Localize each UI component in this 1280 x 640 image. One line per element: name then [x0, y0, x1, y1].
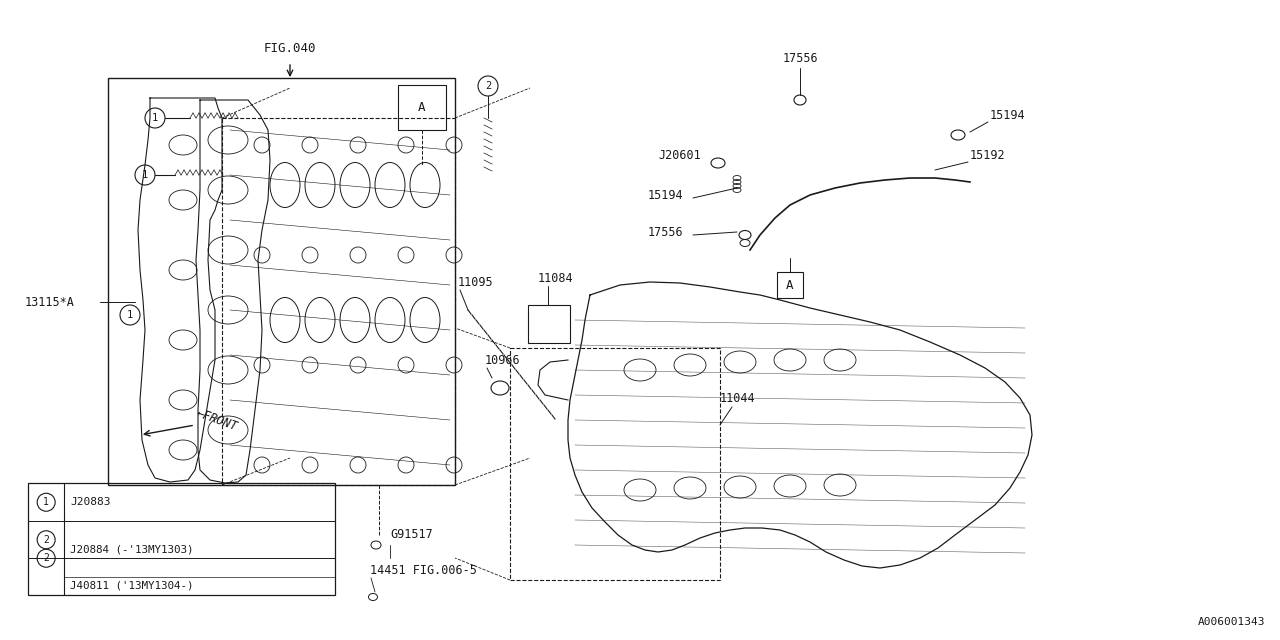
Bar: [28, 483, 335, 595]
Text: 17556: 17556: [648, 225, 684, 239]
Text: 2: 2: [44, 535, 49, 545]
Text: 15192: 15192: [970, 148, 1006, 161]
Text: 11095: 11095: [458, 275, 494, 289]
Text: G91517: G91517: [390, 529, 433, 541]
Text: 14451 FIG.006-5: 14451 FIG.006-5: [370, 563, 477, 577]
Text: A006001343: A006001343: [1198, 617, 1265, 627]
Text: ←FRONT: ←FRONT: [195, 406, 239, 433]
Bar: [108, 78, 454, 485]
Text: A: A: [786, 278, 794, 291]
Text: 10966: 10966: [485, 353, 521, 367]
Bar: [777, 272, 803, 298]
Text: J40811 ('13MY1304-): J40811 ('13MY1304-): [70, 581, 193, 591]
Bar: [509, 348, 719, 580]
Text: 13115*A: 13115*A: [26, 296, 74, 308]
Text: 11044: 11044: [719, 392, 755, 404]
Text: 1: 1: [44, 497, 49, 508]
Text: 15194: 15194: [648, 189, 684, 202]
Text: 1: 1: [142, 170, 148, 180]
Text: J20601: J20601: [658, 148, 700, 161]
Text: 17556: 17556: [782, 51, 818, 65]
Text: A: A: [419, 100, 426, 113]
Bar: [529, 305, 570, 343]
Text: 1: 1: [127, 310, 133, 320]
Text: 2: 2: [485, 81, 492, 91]
Text: J20883: J20883: [70, 497, 110, 508]
Bar: [221, 118, 454, 485]
Text: 1: 1: [152, 113, 159, 123]
Text: 15194: 15194: [989, 109, 1025, 122]
Text: FIG.040: FIG.040: [264, 42, 316, 54]
Bar: [398, 85, 445, 130]
Text: 11084: 11084: [538, 271, 573, 285]
Text: 2: 2: [44, 553, 49, 563]
Text: J20884 (-'13MY1303): J20884 (-'13MY1303): [70, 544, 193, 554]
